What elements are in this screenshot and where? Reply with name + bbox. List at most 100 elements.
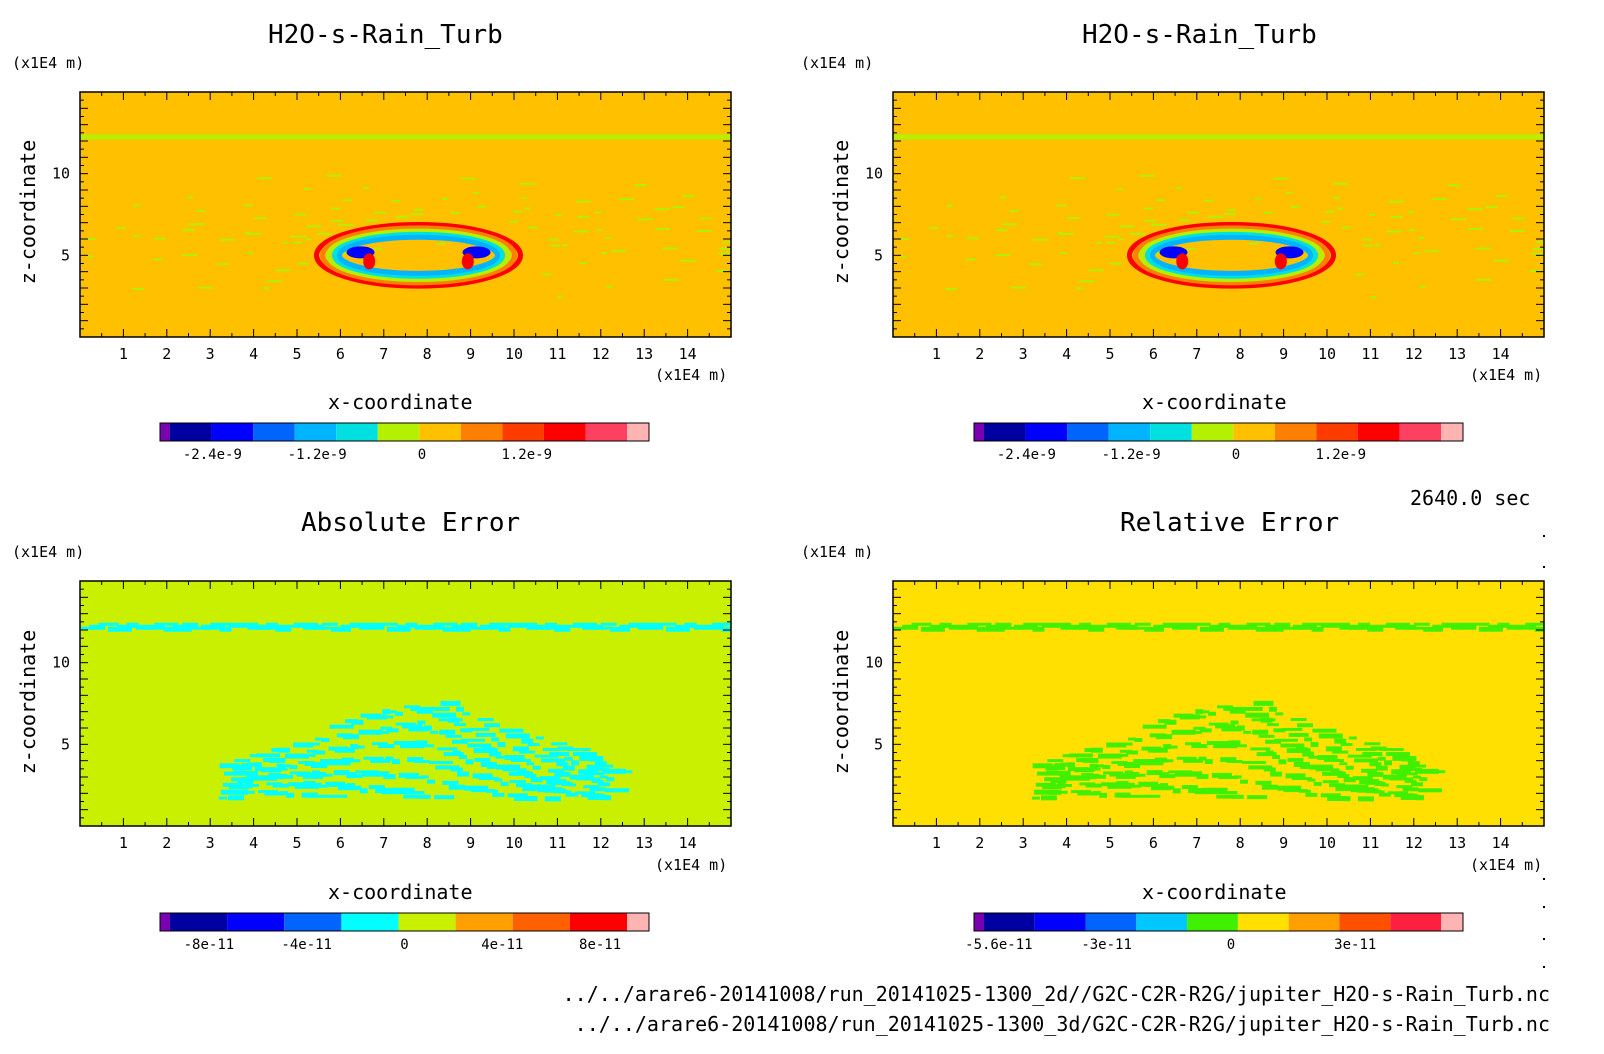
noise-blob xyxy=(684,622,697,628)
x-tick-label: 1 xyxy=(119,345,128,363)
speckle xyxy=(745,220,757,222)
colorbar-label: 0 xyxy=(1232,447,1240,463)
speckle xyxy=(1374,244,1381,247)
noise-blob xyxy=(393,740,418,745)
noise-blob xyxy=(98,622,119,626)
noise-blob xyxy=(1241,760,1266,764)
noise-blob xyxy=(1160,783,1169,787)
speckle xyxy=(555,213,562,216)
noise-blob xyxy=(498,626,511,632)
noise-blob xyxy=(1460,624,1477,630)
speckle xyxy=(198,286,214,289)
colorbar-label: -2.4e-9 xyxy=(183,447,242,463)
noise-blob xyxy=(331,626,352,632)
noise-blob xyxy=(1191,744,1208,749)
speckle xyxy=(477,205,487,208)
noise-blob xyxy=(1193,726,1206,730)
noise-blob xyxy=(316,784,329,788)
noise-blob xyxy=(1339,762,1348,766)
noise-blob xyxy=(1213,743,1238,749)
noise-blob xyxy=(391,759,400,765)
time-label: 2640.0 sec xyxy=(1410,486,1531,510)
noise-blob xyxy=(469,727,490,731)
colorbar-segment xyxy=(455,913,513,931)
colorbar-label: 0 xyxy=(1227,937,1235,953)
noise-blob xyxy=(1327,796,1348,802)
noise-blob xyxy=(1260,717,1273,723)
speckle xyxy=(520,182,536,185)
noise-blob xyxy=(236,789,249,795)
noise-blob xyxy=(1358,622,1370,626)
noise-blob xyxy=(1374,780,1383,786)
colorbar-label: 0 xyxy=(400,937,408,953)
noise-blob xyxy=(517,622,538,628)
noise-blob xyxy=(1275,712,1284,716)
noise-blob xyxy=(499,728,524,733)
noise-blob xyxy=(453,723,466,727)
noise-blob xyxy=(241,763,250,767)
speckle xyxy=(391,199,401,202)
noise-blob xyxy=(417,720,426,725)
panel-1-cap xyxy=(1127,222,1337,289)
colorbar-segment xyxy=(419,423,461,441)
speckle xyxy=(1088,269,1104,272)
noise-blob xyxy=(1183,758,1204,763)
noise-blob xyxy=(380,726,393,730)
noise-blob xyxy=(328,746,349,751)
speckle xyxy=(520,196,527,199)
noise-blob xyxy=(219,763,240,769)
noise-blob xyxy=(1348,736,1357,740)
noise-blob xyxy=(275,626,292,632)
noise-blob xyxy=(377,771,390,776)
noise-blob xyxy=(386,728,399,733)
cap-lobe xyxy=(1176,253,1189,270)
noise-blob xyxy=(1106,622,1131,628)
noise-blob xyxy=(1404,779,1417,783)
colorbar-label: -1.2e-9 xyxy=(1102,447,1161,463)
noise-blob xyxy=(1352,776,1373,781)
colorbar-segment xyxy=(627,913,649,931)
noise-blob xyxy=(311,770,320,775)
noise-blob xyxy=(1133,758,1158,763)
colorbar-segment xyxy=(1025,423,1068,441)
noise-blob xyxy=(238,622,259,628)
speckle xyxy=(86,238,96,241)
noise-blob xyxy=(432,712,457,718)
speckle xyxy=(929,226,939,229)
noise-blob xyxy=(491,737,500,742)
noise-blob xyxy=(1412,775,1421,779)
colorbar-segment xyxy=(984,423,1026,441)
panel-1-x-unit: (x1E4 m) xyxy=(1470,366,1543,384)
speckle xyxy=(1333,182,1349,185)
noise-blob xyxy=(920,626,945,632)
x-tick-label: 1 xyxy=(119,834,128,852)
noise-blob xyxy=(1225,791,1238,795)
noise-blob xyxy=(345,719,358,724)
noise-blob xyxy=(606,777,615,782)
y-tick-label: 5 xyxy=(874,735,883,753)
noise-blob xyxy=(182,622,199,628)
noise-blob xyxy=(549,752,570,757)
colorbar-segment xyxy=(398,913,456,931)
speckle xyxy=(1226,208,1236,211)
x-tick-label: 14 xyxy=(679,345,697,363)
speckle xyxy=(153,258,163,261)
noise-blob xyxy=(1385,622,1410,628)
noise-blob xyxy=(1248,765,1273,770)
noise-blob xyxy=(1087,773,1100,777)
noise-blob xyxy=(527,743,540,747)
noise-blob xyxy=(1280,743,1305,748)
noise-blob xyxy=(1321,771,1346,776)
noise-blob xyxy=(282,764,291,768)
noise-blob xyxy=(588,757,601,762)
speckle xyxy=(266,280,282,283)
noise-blob xyxy=(410,706,427,711)
speckle xyxy=(1139,174,1155,177)
panel-3-colorbar: -5.6e-11 -3e-11 0 3e-11 xyxy=(965,912,1464,953)
speckle xyxy=(1325,210,1335,213)
noise-blob xyxy=(284,753,309,759)
noise-blob xyxy=(448,784,465,790)
colorbar-segment xyxy=(1034,913,1086,931)
speckle xyxy=(524,207,531,210)
